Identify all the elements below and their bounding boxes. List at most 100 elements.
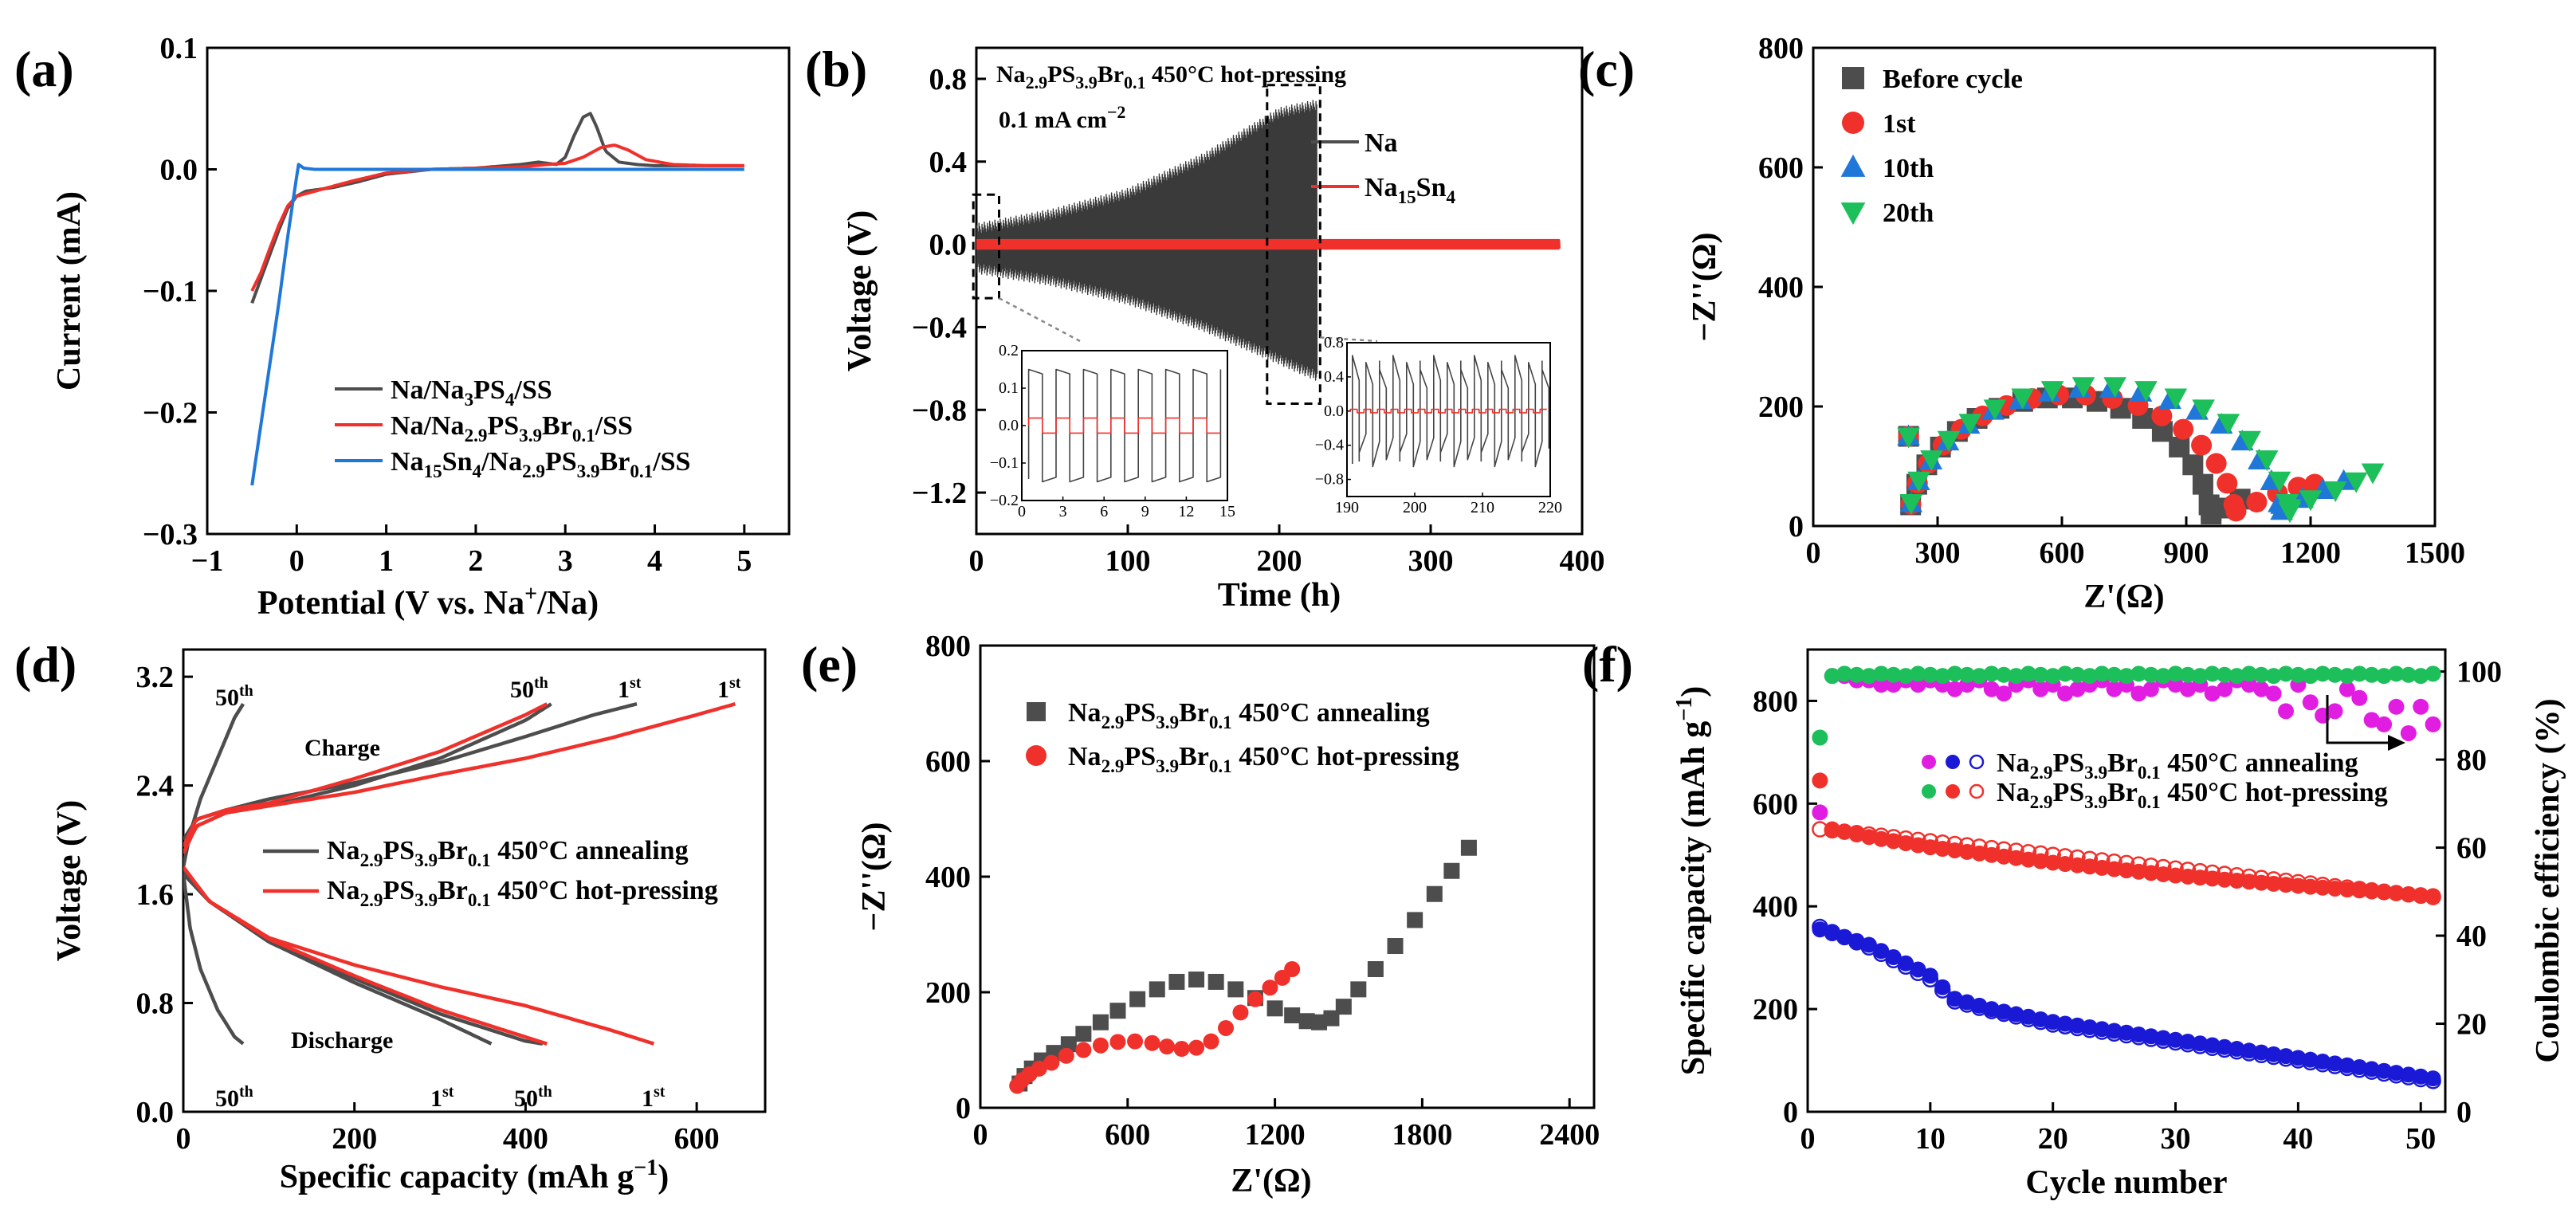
x-tick-label: 0 — [176, 1122, 191, 1156]
y-tick-label: 0.8 — [136, 987, 175, 1021]
marker-c20 — [2217, 414, 2240, 435]
legend-swatch — [1969, 754, 1985, 770]
marker-annealing-discharge — [1971, 999, 1988, 1016]
panel-e-ticks: 0 600 1200 1800 2400 0 200 400 600 800 — [925, 630, 1600, 1152]
marker-hotpress — [1218, 1019, 1234, 1036]
marker-annealing-discharge — [2093, 1023, 2111, 1040]
marker-c20 — [2238, 430, 2261, 452]
marker-hot-pressing-discharge — [2106, 853, 2122, 870]
marker-annealing-discharge — [2154, 1032, 2172, 1049]
marker-annealing-discharge — [2118, 1027, 2135, 1044]
marker-annealing-discharge — [2327, 1058, 2343, 1074]
marker-annealing — [1350, 981, 1367, 998]
marker-hot-pressing-discharge — [1983, 839, 2001, 857]
panel-f-y2-axis-label: Coulombic efficiency (%) — [2530, 698, 2566, 1062]
marker-hot-pressing-CE — [2155, 668, 2172, 685]
marker-c20 — [2323, 481, 2347, 502]
marker-hot-pressing-discharge — [2412, 887, 2429, 905]
legend-label: Na2.9PS3.9Br0.1 450°C hot-pressing — [1068, 742, 1459, 777]
panel-f-plot-area — [1812, 665, 2441, 1089]
inset-y-tick-label: 0.8 — [1324, 334, 1344, 351]
marker-annealing-discharge — [1922, 971, 1939, 987]
curve-annealing — [183, 873, 245, 1046]
inset-2: 190 200 210 220 −0.8 −0.4 0.0 0.4 0.8 — [1315, 334, 1562, 516]
marker-annealing-discharge — [2240, 1045, 2258, 1062]
y-tick-label: 2.4 — [136, 770, 175, 803]
x-tick-label: 200 — [332, 1122, 377, 1156]
marker-c1 — [2217, 473, 2238, 494]
y2-tick-label: 0 — [2456, 1096, 2472, 1129]
x-tick-label: 0 — [1800, 1122, 1816, 1156]
cycle-label: 1st — [618, 674, 642, 703]
marker-hot-pressing-CE — [2179, 666, 2196, 683]
legend-swatch — [1842, 67, 1864, 89]
y-tick-label: −0.4 — [912, 311, 967, 344]
marker-annealing-CE — [2204, 685, 2221, 702]
marker-annealing-discharge — [2351, 1062, 2368, 1078]
x-tick-label: 1 — [379, 544, 394, 578]
marker-hot-pressing-discharge — [1812, 821, 1828, 838]
marker-annealing-CE — [2338, 681, 2355, 697]
panel-c-y-axis-label: −Z''(Ω) — [1687, 233, 1723, 342]
marker-annealing-CE — [2130, 685, 2147, 702]
marker-annealing-CE — [2142, 681, 2159, 697]
panel-b-insets: 0 3 6 9 12 15 −0.2 −0.1 0.0 0.1 0.2 190 200 210 220 −0.… — [972, 84, 1562, 520]
marker-c20 — [1958, 414, 1982, 435]
panel-b: (b) 0 100 200 300 400 −1.2 −0.8 −0.4 0.0 0.4 0.8 T… — [805, 41, 1605, 614]
marker-annealing-CE — [2278, 703, 2294, 720]
panel-c-x-axis-label: Z'(Ω) — [2083, 579, 2164, 615]
marker-hot-pressing-discharge — [2425, 889, 2441, 905]
marker-hot-pressing-discharge — [2363, 881, 2380, 899]
y2-tick-label: 60 — [2456, 832, 2487, 866]
inset-1: 0 3 6 9 12 15 −0.2 −0.1 0.0 0.1 0.2 — [990, 342, 1235, 520]
marker-hot-pressing-discharge — [2154, 858, 2172, 876]
panel-a: (a) −1 0 1 2 3 4 5 −0.3 −0.2 −0.1 0.0 0.1 Potential… — [14, 32, 791, 622]
legend-swatch — [1842, 112, 1864, 134]
marker-hot-pressing-charge — [2240, 873, 2257, 890]
marker-annealing-CE — [1983, 681, 2000, 697]
panel-f-y-axis-label: Specific capacity (mAh g−1) — [1672, 686, 1712, 1075]
marker-hot-pressing-CE — [2278, 665, 2294, 682]
marker-hot-pressing-charge — [2253, 874, 2270, 891]
panel-a-legend: Na/Na3PS4/SSNa/Na2.9PS3.9Br0.1/SSNa15Sn4… — [335, 375, 690, 482]
y-tick-label: −0.1 — [143, 275, 198, 308]
curve-hotpress — [183, 702, 548, 848]
x-tick-label: 600 — [2040, 536, 2085, 570]
inset-x-tick-label: 15 — [1219, 503, 1235, 520]
marker-hot-pressing-CE — [2057, 665, 2074, 682]
marker-annealing-charge — [1898, 955, 1914, 972]
marker-hot-pressing-CE — [1996, 666, 2012, 683]
marker-annealing — [1335, 999, 1352, 1015]
marker-hotpress — [1109, 1034, 1126, 1050]
cycle-label: 50th — [514, 1083, 552, 1112]
y-tick-label: 0 — [956, 1092, 971, 1125]
marker-before — [2192, 473, 2213, 495]
marker-annealing-discharge — [1934, 982, 1951, 999]
legend-swatch — [1840, 202, 1866, 226]
legend-label: Na/Na2.9PS3.9Br0.1/SS — [391, 411, 633, 446]
panel-b-legend: Na Na15Sn4 — [1311, 128, 1456, 208]
marker-c20 — [1937, 430, 1961, 452]
marker-hot-pressing-CE — [2167, 665, 2184, 682]
panel-f-legend: Na2.9PS3.9Br0.1 450°C annealingNa2.9PS3.… — [1922, 748, 2388, 813]
cycle-label: 1st — [642, 1083, 666, 1112]
marker-annealing-CE — [2032, 681, 2049, 697]
marker-hot-pressing-discharge — [2240, 868, 2258, 885]
marker-hot-pressing-CE — [2351, 665, 2368, 682]
marker-hot-pressing-CE — [2413, 668, 2429, 685]
marker-c20 — [2192, 399, 2215, 421]
marker-hot-pressing-CE — [2302, 668, 2319, 685]
marker-annealing-discharge — [2363, 1063, 2380, 1080]
marker-annealing-discharge — [2106, 1025, 2122, 1042]
marker-hot-pressing-charge — [2228, 873, 2245, 889]
marker-hot-pressing-discharge — [1873, 827, 1890, 844]
marker-hot-pressing-CE — [2253, 666, 2270, 683]
marker-hot-pressing-charge — [1812, 772, 1828, 789]
inset-na15sn4-trace — [1349, 408, 1547, 414]
marker-hotpress — [1173, 1041, 1190, 1058]
marker-hot-pressing-CE — [2069, 666, 2086, 683]
y-tick-label: −0.3 — [143, 518, 198, 552]
x-tick-label: 0 — [969, 544, 984, 578]
inset-x-tick-label: 220 — [1538, 499, 1562, 516]
marker-c20 — [2040, 381, 2064, 402]
